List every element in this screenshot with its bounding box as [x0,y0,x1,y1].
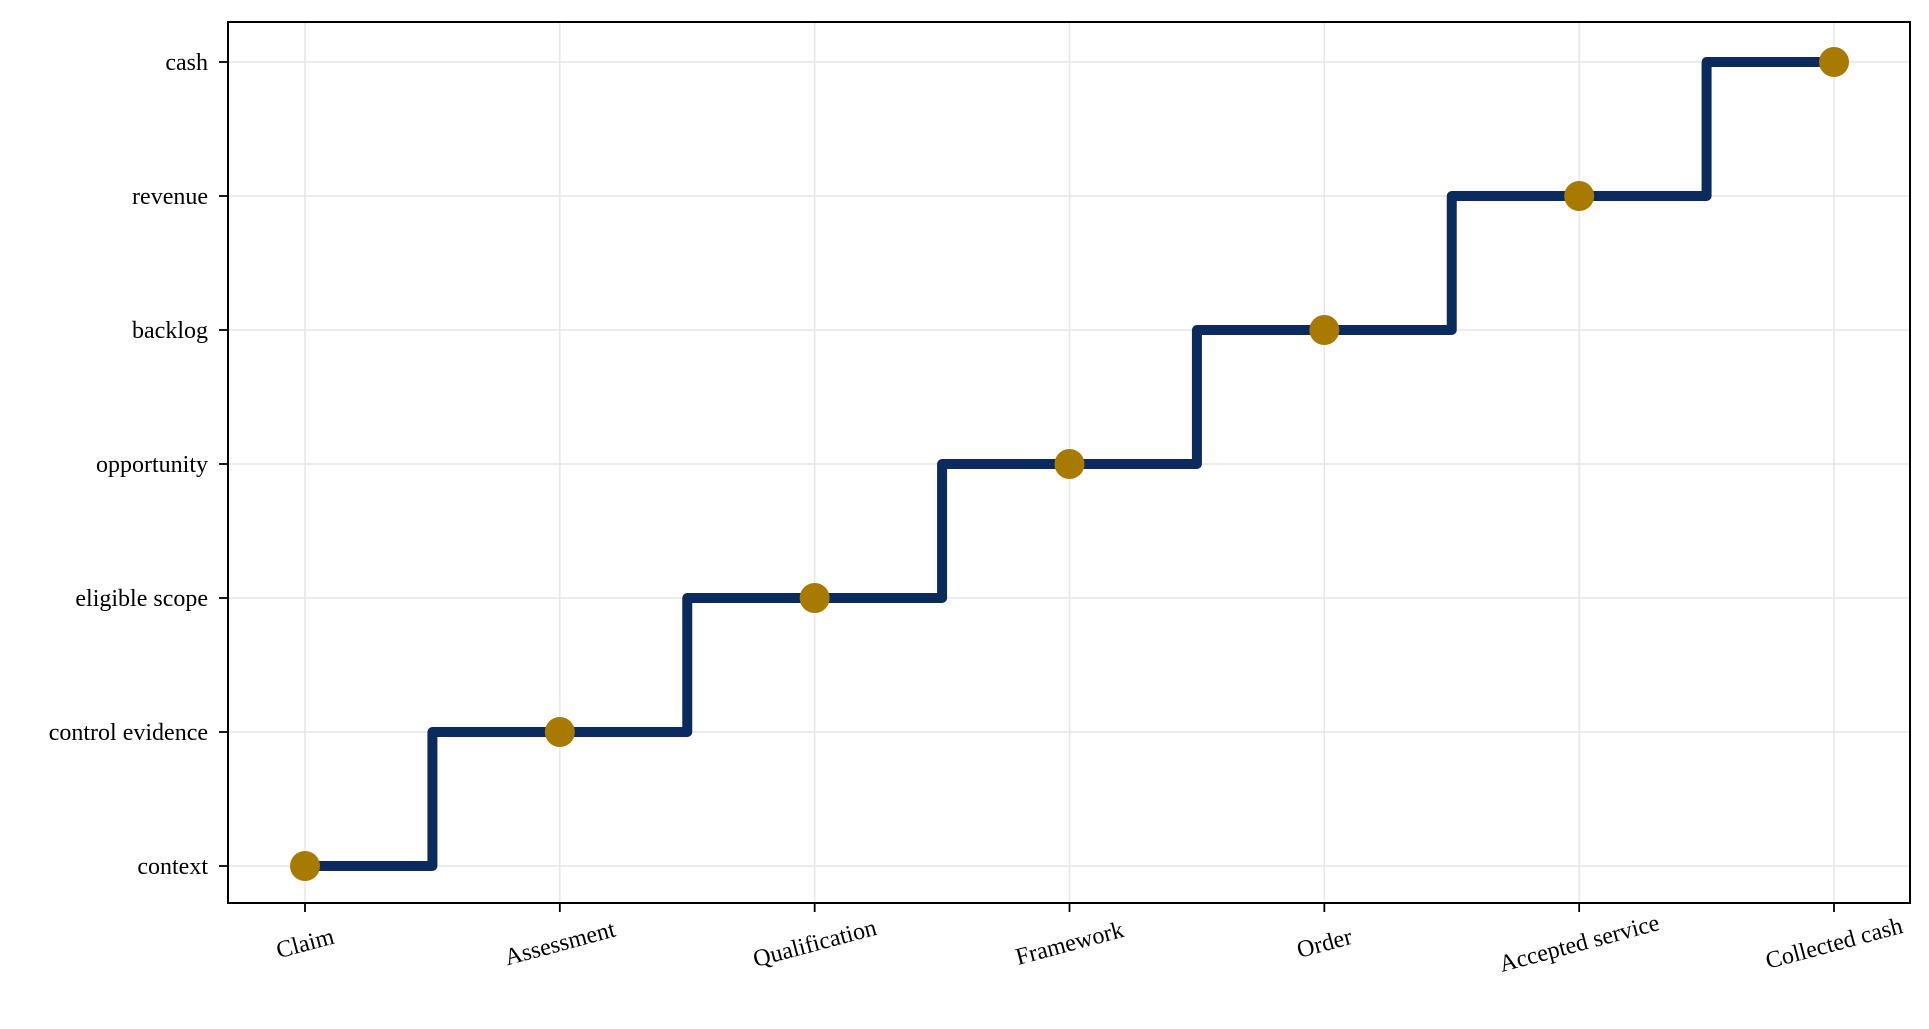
x-tick-label-assessment: Assessment [502,917,619,972]
x-tick-label-framework: Framework [1013,917,1127,971]
data-point-collected-cash [1819,47,1849,77]
x-axis: Claim Assessment Qualification Framework Ord… [274,903,1906,978]
y-tick-label-context: context [137,854,208,880]
y-tick-label-backlog: backlog [132,318,208,344]
data-point-framework [1054,449,1085,479]
data-point-accepted-service [1564,181,1595,211]
data-point-claim [290,851,320,881]
x-gridlines [304,22,1835,903]
data-point-qualification [799,583,830,613]
y-tick-label-cash: cash [165,50,208,76]
x-tick-label-claim: Claim [274,924,338,964]
data-point-order [1309,315,1340,345]
x-tick-label-collected-cash: Collected cash [1763,913,1906,975]
x-tick-label-accepted-service: Accepted service [1497,910,1663,978]
x-tick-label-qualification: Qualification [750,915,879,973]
series-layer [290,47,1849,881]
x-tick-label-order: Order [1294,924,1355,964]
y-tick-label-revenue: revenue [132,184,208,210]
data-point-assessment [544,717,575,747]
y-tick-label-opportunity: opportunity [96,452,208,478]
y-tick-label-eligible-scope: eligible scope [75,586,208,612]
y-axis: context control evidence eligible scope opp… [49,50,228,880]
y-tick-label-control-evidence: control evidence [49,720,208,746]
